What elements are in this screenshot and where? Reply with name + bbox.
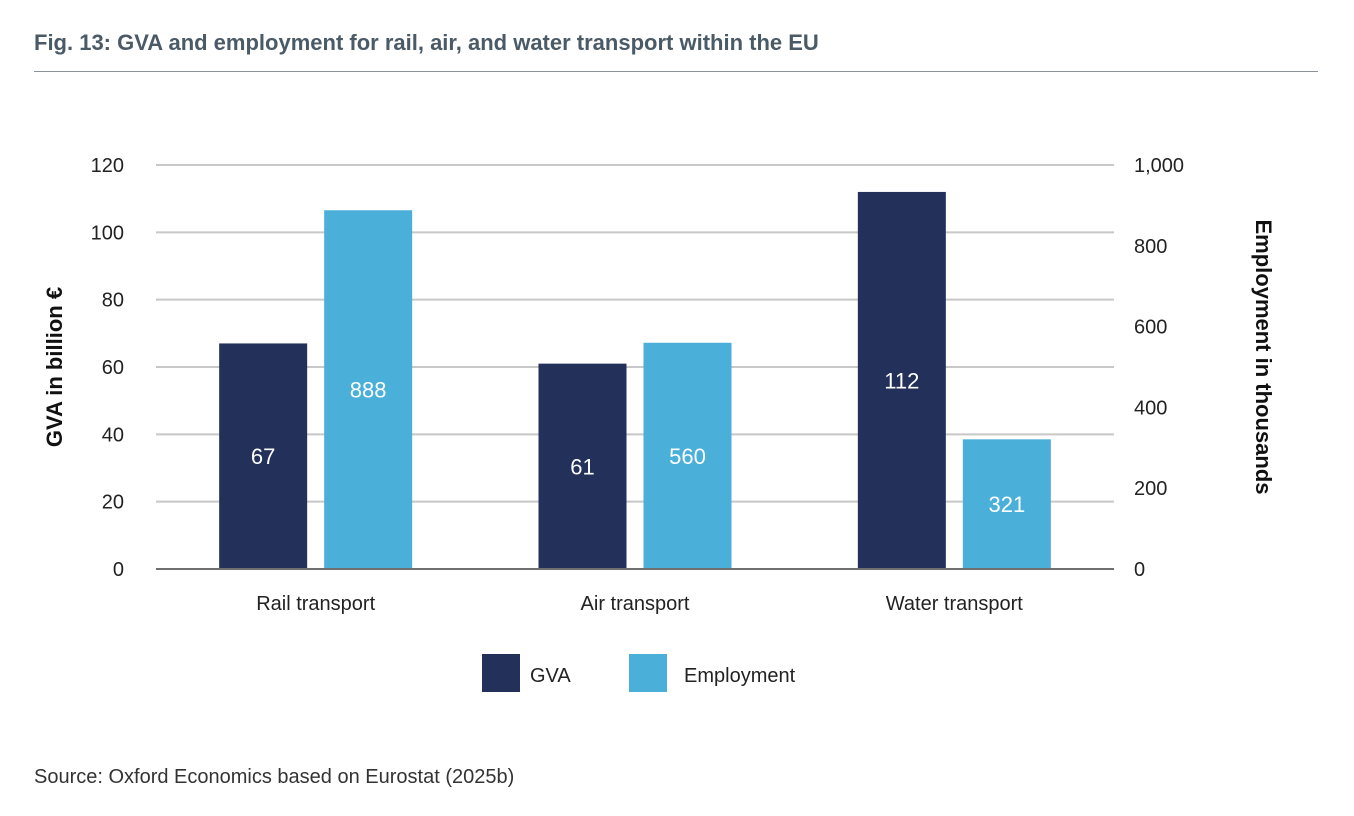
category-label: Air transport <box>581 593 690 615</box>
left-tick-label: 80 <box>102 290 124 312</box>
y-axis-title-right: Employment in thousands <box>1251 219 1276 494</box>
left-axis-ticks: 0 20 40 60 80 100 120 <box>91 155 124 581</box>
left-tick-label: 20 <box>102 492 124 514</box>
right-tick-label: 200 <box>1134 478 1167 500</box>
right-tick-label: 0 <box>1134 559 1145 581</box>
left-tick-label: 60 <box>102 357 124 379</box>
bar-employment <box>643 342 732 569</box>
bar-employment <box>324 210 413 570</box>
right-tick-label: 1,000 <box>1134 155 1184 177</box>
bar-gva <box>538 363 627 569</box>
title-divider <box>34 71 1318 72</box>
legend-label: GVA <box>530 665 571 687</box>
right-tick-label: 600 <box>1134 317 1167 339</box>
bar-employment <box>962 439 1051 569</box>
legend-label: Employment <box>684 665 796 687</box>
legend-swatch-gva <box>482 654 520 692</box>
bar-data-label: 321 <box>988 492 1025 517</box>
left-tick-label: 40 <box>102 424 124 446</box>
bar-gva <box>857 191 946 569</box>
left-tick-label: 0 <box>113 559 124 581</box>
bar-data-label: 61 <box>570 454 594 479</box>
bar-data-label: 888 <box>350 378 387 403</box>
bar-gva <box>219 343 308 569</box>
bars: 67 888 61 560 112 321 <box>156 191 1114 570</box>
right-tick-label: 800 <box>1134 236 1167 258</box>
right-axis-ticks: 0 200 400 600 800 1,000 <box>1134 155 1184 581</box>
left-tick-label: 100 <box>91 222 124 244</box>
right-tick-label: 400 <box>1134 397 1167 419</box>
chart-title: Fig. 13: GVA and employment for rail, ai… <box>34 30 819 55</box>
bar-data-label: 67 <box>251 444 275 469</box>
bar-data-label: 560 <box>669 444 706 469</box>
source-note: Source: Oxford Economics based on Eurost… <box>34 766 515 788</box>
left-tick-label: 120 <box>91 155 124 177</box>
bar-data-label: 112 <box>884 368 919 393</box>
legend-swatch-employment <box>629 654 667 692</box>
category-labels: Rail transport Air transport Water transpo… <box>256 593 1023 615</box>
y-axis-title-left: GVA in billion € <box>42 287 67 447</box>
category-label: Water transport <box>886 593 1024 615</box>
category-label: Rail transport <box>256 593 375 615</box>
legend: GVA Employment <box>482 654 796 692</box>
